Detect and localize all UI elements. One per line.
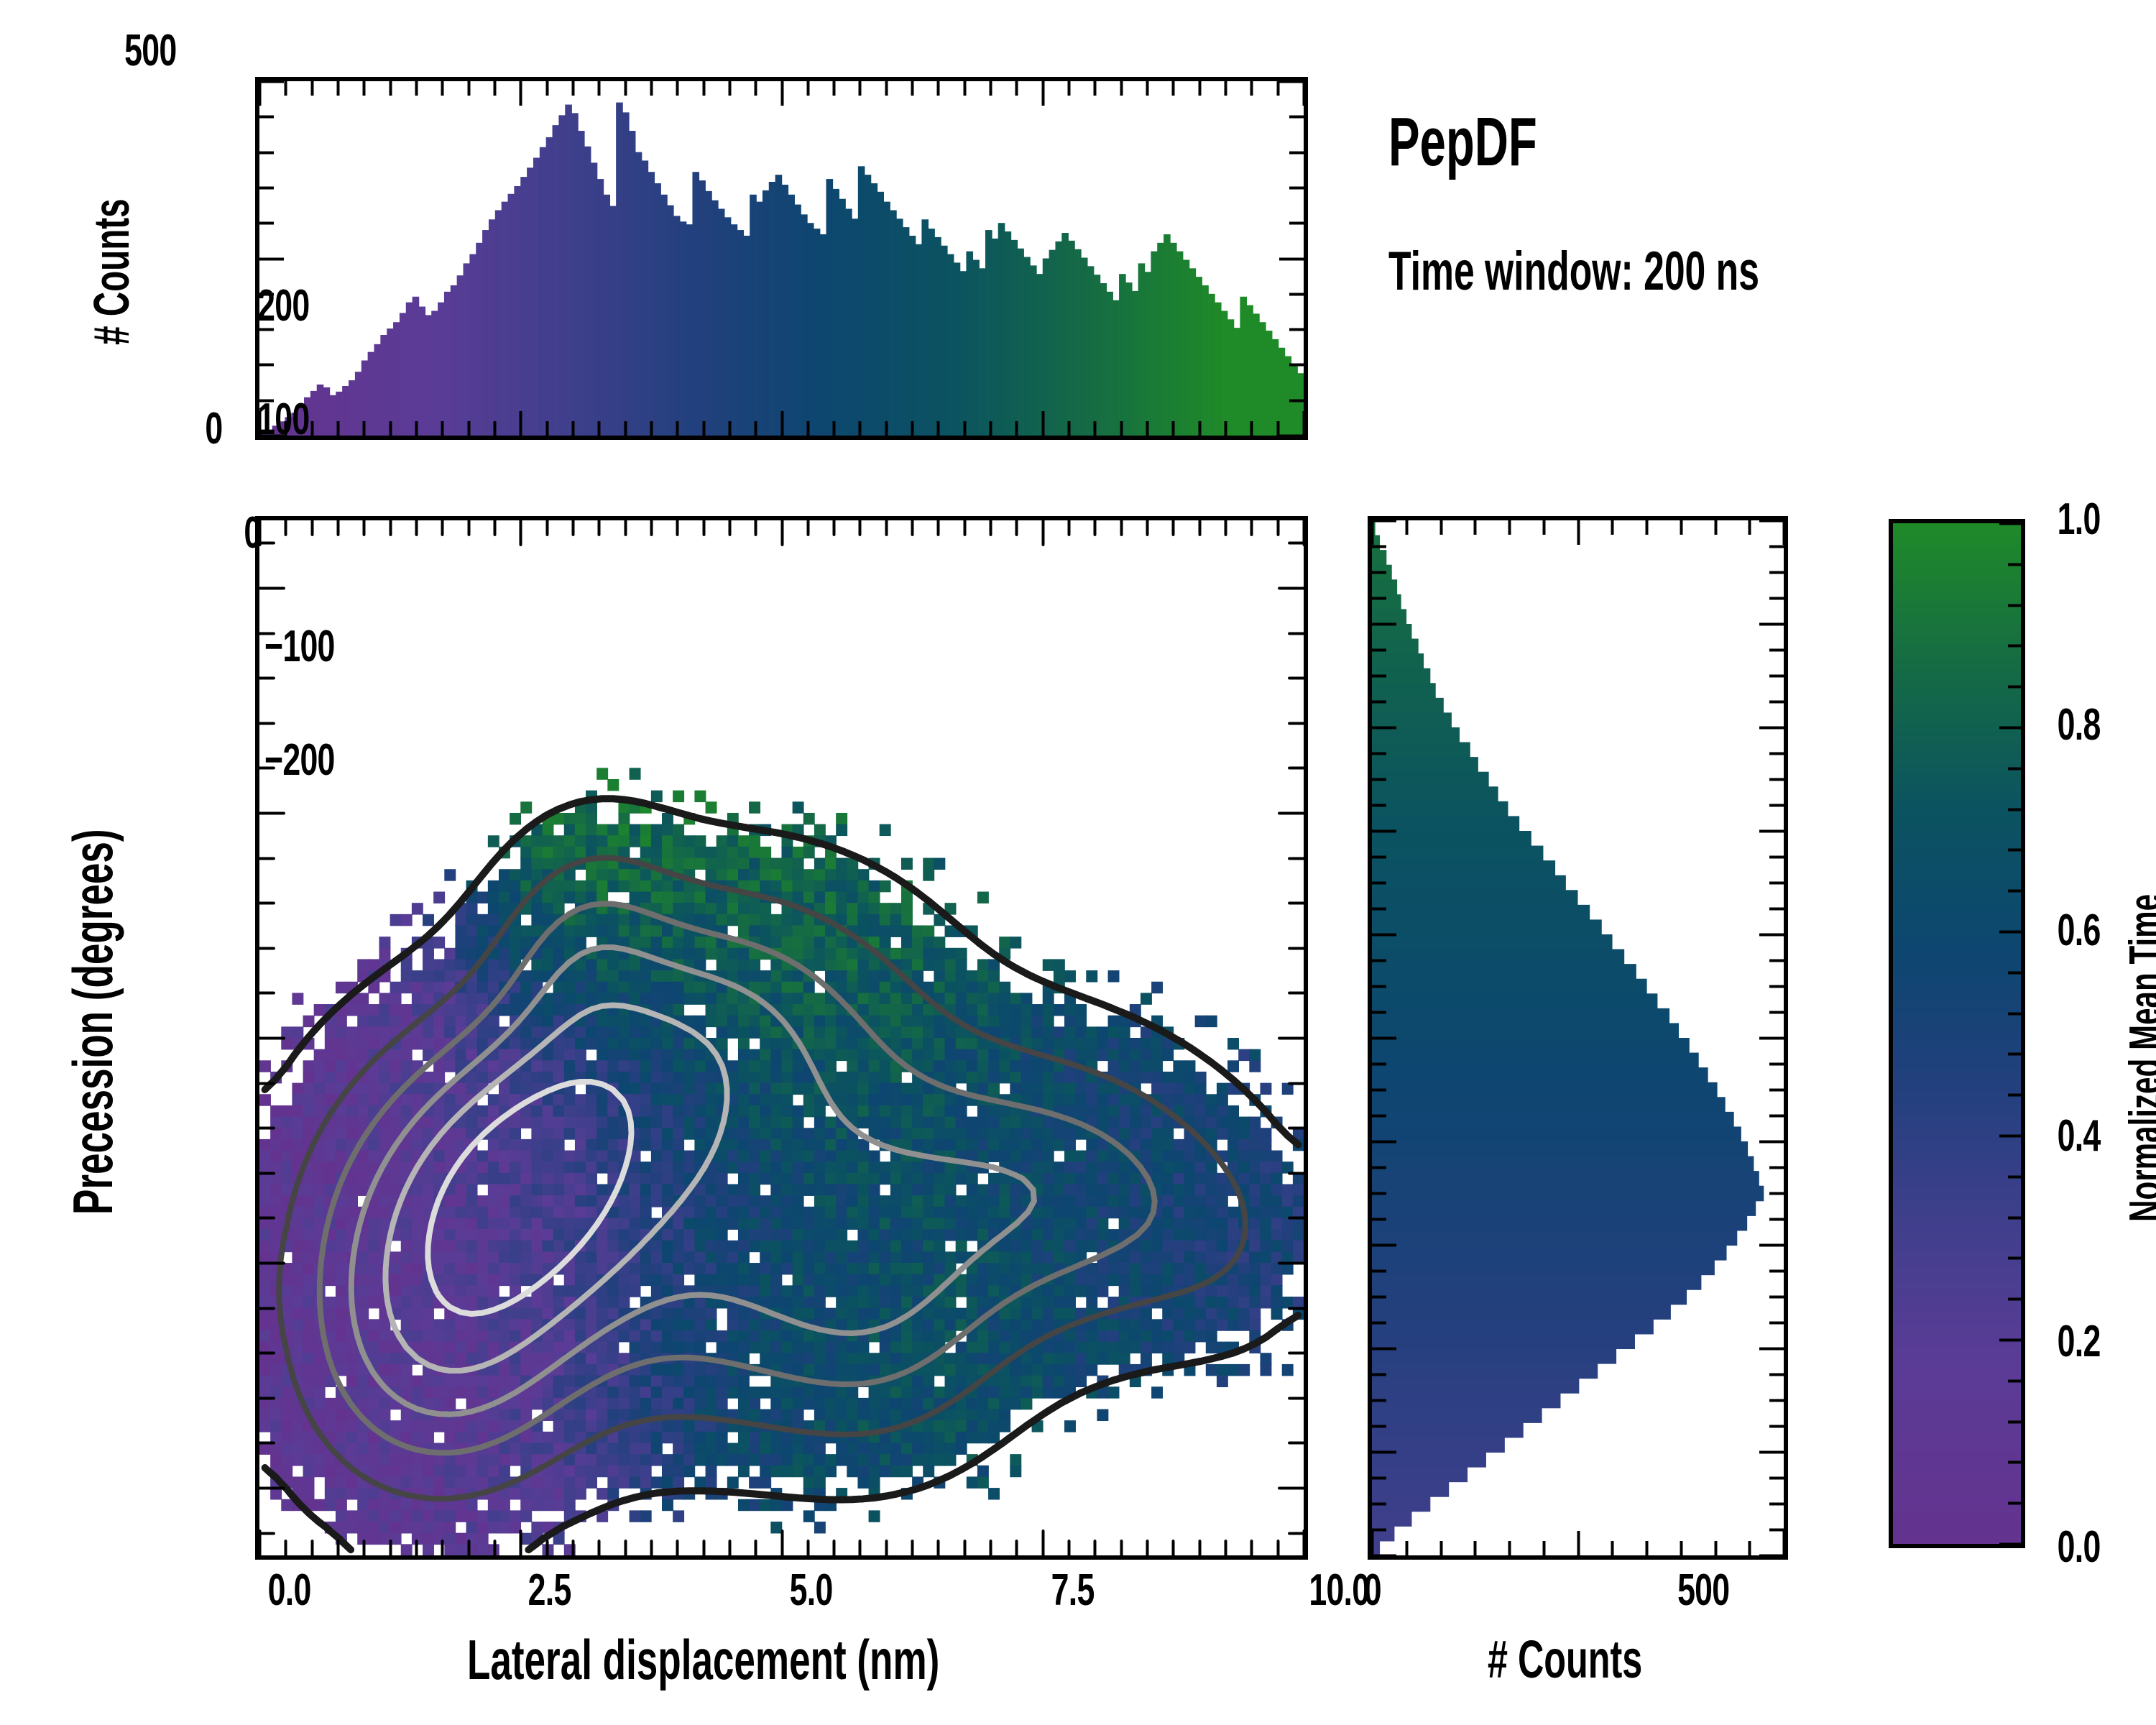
main-ytick-0: 0 [244,508,262,558]
colorbar-tick-0p4: 0.4 [2057,1111,2101,1161]
colorbar-label-wrap: Normalized Mean Time [2121,740,2156,1222]
main-xtick-10p0: 10.0 [1309,1565,1370,1615]
figure-subtitle-text: Time window: 200 ns [1388,241,1759,302]
figure-title: PepDF [1388,108,1607,177]
colorbar-tick-0p6: 0.6 [2057,906,2101,955]
colorbar-tick-1p0: 1.0 [2057,494,2101,544]
right-hist-xtick-0: 0 [1363,1565,1382,1615]
main-xlabel: Lateral displacement (nm) [467,1632,1162,1688]
main-ytick-100: 100 [257,395,310,444]
figure-title-text: PepDF [1388,104,1537,180]
main-ytick-minus200: −200 [264,735,335,785]
top-hist-ytick-0: 0 [205,404,223,454]
top-hist-ylabel-wrap: # Counts [83,130,139,345]
top-hist-ylabel: # Counts [83,198,139,345]
main-xtick-2p5: 2.5 [528,1565,572,1615]
main-ylabel-wrap: Precession (degrees) [61,648,124,1215]
main-xlabel-text: Lateral displacement (nm) [467,1628,940,1691]
main-xtick-7p5: 7.5 [1051,1565,1095,1615]
colorbar-tick-0p2: 0.2 [2057,1317,2101,1366]
colorbar-tick-0p8: 0.8 [2057,700,2101,750]
figure-subtitle: Time window: 200 ns [1388,244,1934,299]
right-hist-xlabel-text: # Counts [1488,1629,1643,1689]
main-xtick-0: 0.0 [267,1565,312,1615]
colorbar-canvas [1893,523,2021,1544]
right-hist-xlabel: # Counts [1488,1633,1715,1686]
colorbar-tick-0p0: 0.0 [2057,1522,2101,1572]
main-ylabel: Precession (degrees) [61,829,124,1215]
right-hist-xtick-500: 500 [1677,1565,1730,1615]
colorbar-label: Normalized Mean Time [2121,893,2156,1222]
main-xtick-5p0: 5.0 [789,1565,834,1615]
main-ytick-minus100: −100 [264,622,335,671]
main-heatmap-canvas [259,520,1304,1555]
right-histogram-canvas [1372,520,1784,1555]
main-ytick-200: 200 [257,281,310,331]
top-hist-ytick-500: 500 [124,26,177,75]
top-histogram-canvas [259,81,1304,436]
